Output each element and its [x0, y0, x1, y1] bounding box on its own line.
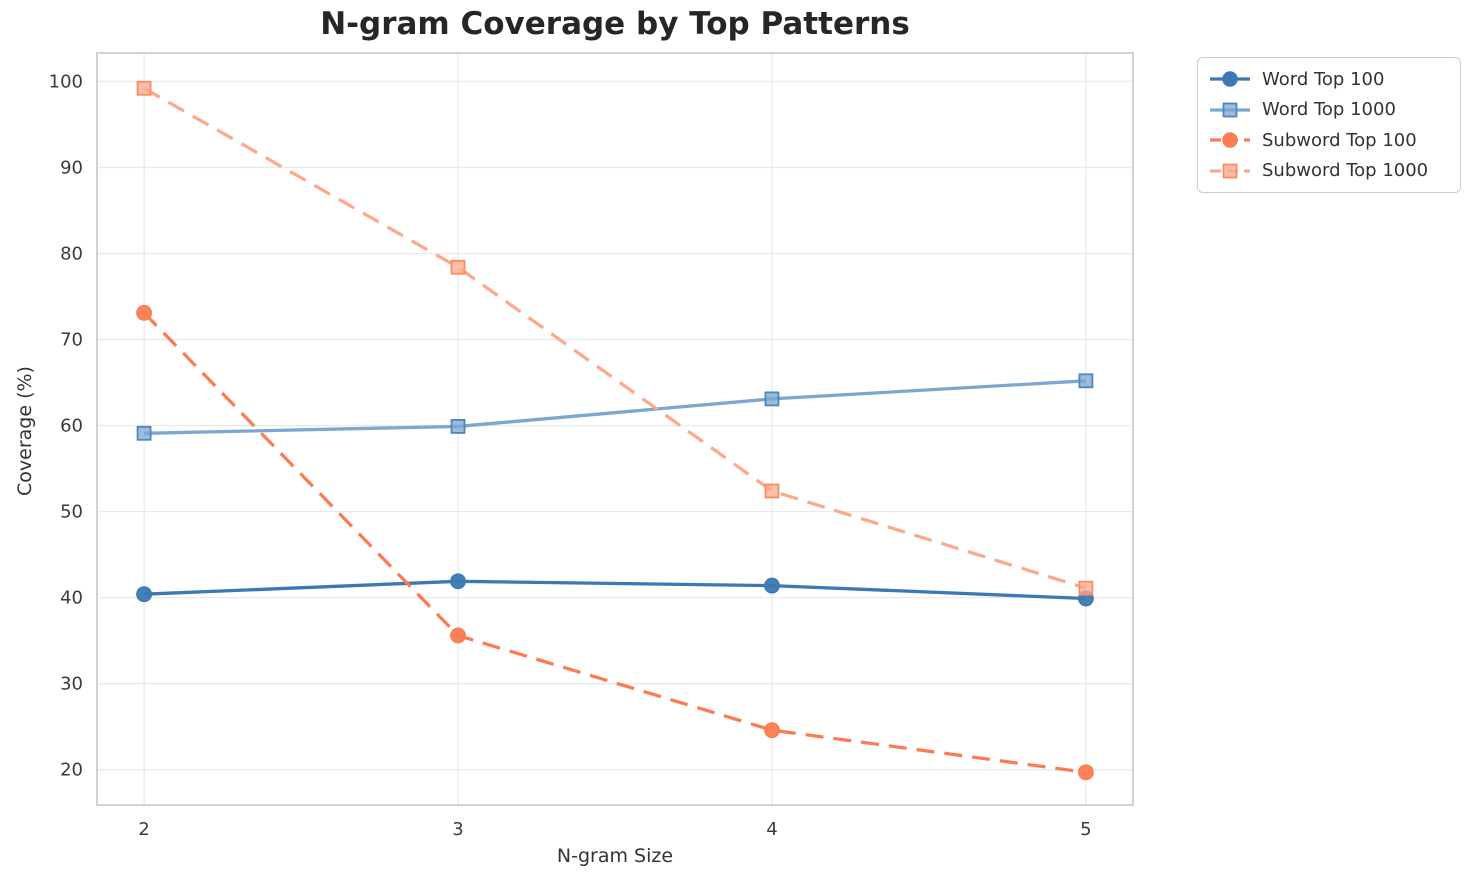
data-point-marker	[136, 425, 152, 441]
data-point-marker	[764, 391, 780, 407]
x-tick-label: 5	[1080, 819, 1091, 840]
y-tick-label: 20	[60, 760, 83, 781]
x-tick-label: 2	[138, 819, 149, 840]
y-tick-label: 90	[60, 157, 83, 178]
series-line	[144, 379, 1087, 435]
legend-item-label: Word Top 1000	[1262, 99, 1396, 121]
legend-circle-marker-icon	[1210, 132, 1250, 148]
data-point-marker	[450, 627, 466, 644]
y-tick-label: 100	[49, 71, 83, 92]
legend-square-marker-icon	[1210, 163, 1250, 179]
legend-item-label: Subword Top 1000	[1262, 160, 1429, 182]
legend-item: Subword Top 1000	[1208, 156, 1450, 186]
data-point-marker	[450, 259, 466, 275]
legend-item: Subword Top 100	[1208, 125, 1450, 155]
x-tick-label: 4	[766, 819, 777, 840]
legend-item-label: Word Top 100	[1262, 68, 1385, 90]
legend-item-label: Subword Top 100	[1262, 129, 1417, 151]
x-tick-label: 3	[452, 819, 463, 840]
x-axis-label: N-gram Size	[556, 845, 674, 867]
y-tick-label: 80	[60, 243, 83, 264]
chart-title: N-gram Coverage by Top Patterns	[320, 6, 910, 42]
y-tick-label: 30	[60, 674, 83, 695]
y-tick-label: 50	[60, 502, 83, 523]
plot-border	[96, 52, 1134, 806]
data-point-marker	[1078, 373, 1094, 389]
y-tick-label: 40	[60, 588, 83, 609]
data-point-marker	[764, 722, 780, 739]
legend-square-marker-icon	[1210, 102, 1250, 118]
legend-circle-marker-icon	[1210, 71, 1250, 87]
y-tick-label: 60	[60, 416, 83, 437]
data-point-marker	[136, 80, 152, 96]
legend: Word Top 100 Word Top 1000 Subword Top 100…	[1197, 57, 1461, 193]
series-line	[144, 579, 1086, 601]
data-point-marker	[764, 577, 780, 594]
y-tick-label: 70	[60, 330, 83, 351]
legend-item: Word Top 1000	[1208, 95, 1450, 125]
data-point-marker	[450, 573, 466, 590]
series-line	[143, 86, 1087, 590]
y-axis-label: Coverage (%)	[14, 366, 36, 496]
data-point-marker	[450, 419, 466, 434]
data-point-marker	[1077, 764, 1094, 781]
series-line	[142, 311, 1087, 774]
data-point-marker	[136, 304, 153, 321]
legend-item: Word Top 100	[1208, 64, 1450, 94]
data-point-marker	[1078, 580, 1094, 596]
data-point-marker	[764, 483, 780, 499]
data-point-marker	[136, 586, 153, 603]
